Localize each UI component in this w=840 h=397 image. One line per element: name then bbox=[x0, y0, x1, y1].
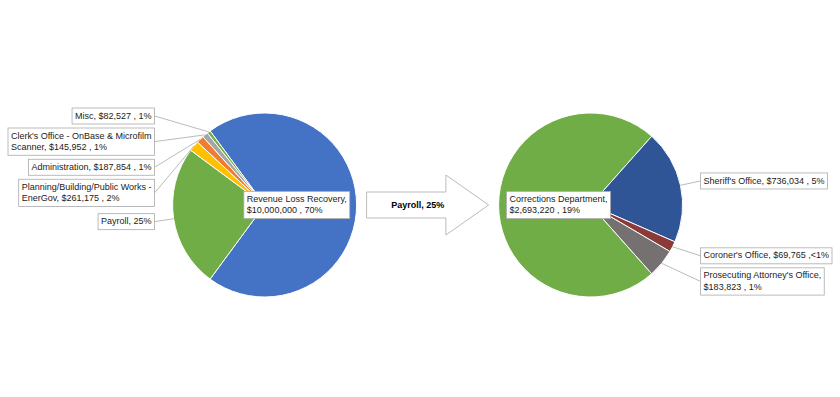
data-label-line: $183,823 , 1% bbox=[704, 282, 762, 292]
leader-line bbox=[155, 116, 209, 132]
annotation: Payroll, 25% bbox=[391, 200, 444, 210]
data-label-line: Administration, $187,854 , 1% bbox=[32, 162, 152, 172]
data-label-line: Scanner, $145,952 , 1% bbox=[11, 142, 107, 152]
data-label: Planning/Building/Public Works -EnerGov,… bbox=[22, 182, 152, 203]
label-frame bbox=[98, 214, 155, 230]
data-label: Prosecuting Attorney's Office, $183,823 ,… bbox=[704, 270, 822, 291]
data-label: Coroner's Office, $69,765 ,<1% bbox=[704, 250, 829, 260]
data-label-line: Coroner's Office, $69,765 ,<1% bbox=[704, 250, 829, 260]
data-label-line: EnerGov, $261,175 , 2% bbox=[22, 193, 120, 203]
wedges bbox=[173, 113, 683, 297]
data-label: Payroll, 25% bbox=[101, 216, 152, 226]
data-label-line: $10,000,000 , 70% bbox=[247, 205, 323, 215]
label-frame bbox=[72, 108, 155, 124]
data-label-line: Sheriff's Office, $736,034 , 5% bbox=[704, 176, 825, 186]
arrow bbox=[367, 175, 489, 235]
data-label: Misc, $82,527 , 1% bbox=[75, 111, 152, 121]
data-label-box: Clerk's Office - OnBase & MicrofilmScann… bbox=[8, 128, 155, 155]
label-frame bbox=[701, 173, 828, 189]
data-label-line: Payroll, 25% bbox=[101, 216, 152, 226]
data-label: Administration, $187,854 , 1% bbox=[32, 162, 152, 172]
label-frame bbox=[8, 128, 155, 155]
labels: Revenue Loss Recovery,$10,000,000 , 70% P… bbox=[8, 108, 832, 295]
leader-line bbox=[662, 263, 701, 281]
data-label-line: Corrections Department, bbox=[509, 194, 607, 204]
data-label: Clerk's Office - OnBase & MicrofilmScann… bbox=[11, 131, 152, 152]
label-frame bbox=[29, 159, 155, 175]
data-label-line: Clerk's Office - OnBase & Microfilm bbox=[11, 131, 152, 141]
label-frame bbox=[701, 268, 825, 295]
label-frame bbox=[506, 191, 610, 218]
data-label-line: $2,693,220 , 19% bbox=[509, 205, 580, 215]
leader-line bbox=[155, 219, 174, 222]
data-label: Revenue Loss Recovery,$10,000,000 , 70% bbox=[247, 194, 347, 215]
label-frame bbox=[19, 179, 155, 206]
background bbox=[0, 0, 840, 397]
data-label-box: Revenue Loss Recovery,$10,000,000 , 70% bbox=[244, 191, 350, 218]
data-label-box: Corrections Department,$2,693,220 , 19% bbox=[506, 191, 610, 218]
data-label-box: Misc, $82,527 , 1% bbox=[72, 108, 155, 124]
data-label-line: Revenue Loss Recovery, bbox=[247, 194, 347, 204]
data-label-box: Prosecuting Attorney's Office, $183,823 ,… bbox=[701, 268, 825, 295]
leader-line bbox=[155, 146, 194, 193]
data-label-box: Sheriff's Office, $736,034 , 5% bbox=[701, 173, 828, 189]
leader-line bbox=[680, 181, 700, 185]
chart: Revenue Loss Recovery,$10,000,000 , 70% P… bbox=[0, 0, 840, 397]
data-label-line: Prosecuting Attorney's Office, bbox=[704, 270, 822, 280]
data-label-box: Payroll, 25% bbox=[98, 214, 155, 230]
data-label-box: Planning/Building/Public Works -EnerGov,… bbox=[19, 179, 155, 206]
data-label-box: Administration, $187,854 , 1% bbox=[29, 159, 155, 175]
data-label-box: Coroner's Office, $69,765 ,<1% bbox=[701, 248, 832, 264]
data-label-line: Misc, $82,527 , 1% bbox=[75, 111, 152, 121]
leader-lines bbox=[155, 116, 701, 281]
label-frame bbox=[244, 191, 350, 218]
data-label-line: Planning/Building/Public Works - bbox=[22, 182, 152, 192]
leader-line bbox=[673, 247, 701, 256]
data-label: Corrections Department,$2,693,220 , 19% bbox=[509, 194, 607, 215]
data-label: Sheriff's Office, $736,034 , 5% bbox=[704, 176, 825, 186]
label-frame bbox=[701, 248, 832, 264]
arrow-group: Payroll, 25% bbox=[367, 175, 489, 235]
leader-line bbox=[155, 139, 201, 167]
